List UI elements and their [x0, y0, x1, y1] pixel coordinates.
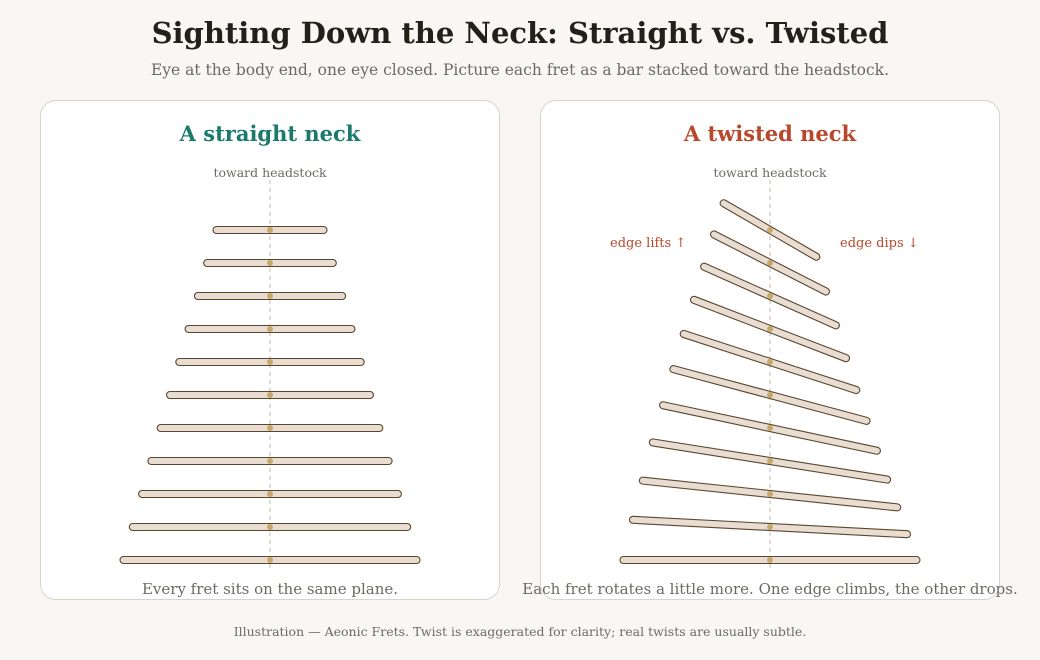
page-subtitle: Eye at the body end, one eye closed. Pic…	[150, 61, 890, 79]
straight-fret-center-dot	[267, 227, 273, 233]
straight-fret-center-dot	[267, 491, 273, 497]
twisted-fret-center-dot	[767, 227, 773, 233]
straight-fret-center-dot	[267, 260, 273, 266]
footer-credit: Illustration — Aeonic Frets. Twist is ex…	[233, 624, 807, 639]
twisted-caption: Each fret rotates a little more. One edg…	[522, 580, 1018, 598]
straight-fret-center-dot	[267, 458, 273, 464]
edge-lifts-label: edge lifts ↑	[610, 236, 687, 251]
twisted-fret-center-dot	[767, 359, 773, 365]
straight-caption: Every fret sits on the same plane.	[141, 580, 399, 598]
twisted-fret-center-dot	[767, 392, 773, 398]
twisted-panel-title: A twisted neck	[683, 121, 857, 146]
straight-fret-center-dot	[267, 557, 273, 563]
straight-fret-center-dot	[267, 359, 273, 365]
straight-fret-center-dot	[267, 425, 273, 431]
straight-fret-center-dot	[267, 524, 273, 530]
straight-fret-center-dot	[267, 326, 273, 332]
straight-panel-title: A straight neck	[179, 121, 361, 146]
twisted-fret-center-dot	[767, 458, 773, 464]
twisted-fret-center-dot	[767, 491, 773, 497]
twisted-fret-center-dot	[767, 260, 773, 266]
edge-dips-label: edge dips ↓	[840, 236, 919, 251]
page-title: Sighting Down the Neck: Straight vs. Twi…	[151, 16, 889, 50]
twisted-fret-center-dot	[767, 557, 773, 563]
twisted-axis-label: toward headstock	[713, 165, 827, 180]
twisted-fret-center-dot	[767, 293, 773, 299]
twisted-fret-center-dot	[767, 524, 773, 530]
straight-axis-label: toward headstock	[213, 165, 327, 180]
straight-fret-center-dot	[267, 392, 273, 398]
twisted-fret-center-dot	[767, 326, 773, 332]
twisted-fret-center-dot	[767, 425, 773, 431]
straight-fret-center-dot	[267, 293, 273, 299]
